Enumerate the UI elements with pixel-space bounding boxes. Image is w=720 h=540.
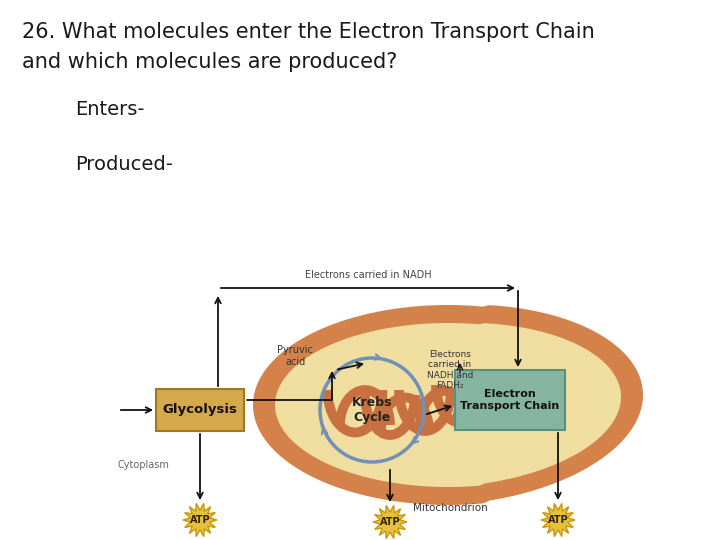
Polygon shape xyxy=(373,505,407,538)
Text: ATP: ATP xyxy=(379,517,400,527)
Text: Enters-: Enters- xyxy=(75,100,145,119)
Text: Electrons
carried in
NADH and
FADH₂: Electrons carried in NADH and FADH₂ xyxy=(427,350,473,390)
Polygon shape xyxy=(253,305,643,505)
Text: Pyruvic
acid: Pyruvic acid xyxy=(277,345,313,367)
FancyBboxPatch shape xyxy=(156,389,244,431)
Text: Electron
Transport Chain: Electron Transport Chain xyxy=(460,389,559,411)
Text: Produced-: Produced- xyxy=(75,155,173,174)
Text: Krebs
Cycle: Krebs Cycle xyxy=(352,396,392,424)
Text: 26. What molecules enter the Electron Transport Chain: 26. What molecules enter the Electron Tr… xyxy=(22,22,595,42)
FancyBboxPatch shape xyxy=(455,370,565,430)
Text: ATP: ATP xyxy=(189,515,210,525)
Text: Mitochondrion: Mitochondrion xyxy=(413,503,487,513)
Polygon shape xyxy=(275,323,621,487)
Polygon shape xyxy=(541,503,575,537)
Text: ATP: ATP xyxy=(548,515,568,525)
Text: Electrons carried in NADH: Electrons carried in NADH xyxy=(305,270,431,280)
Text: Glycolysis: Glycolysis xyxy=(163,403,238,416)
Text: and which molecules are produced?: and which molecules are produced? xyxy=(22,52,397,72)
Polygon shape xyxy=(183,503,217,537)
Text: Cytoplasm: Cytoplasm xyxy=(118,460,170,470)
